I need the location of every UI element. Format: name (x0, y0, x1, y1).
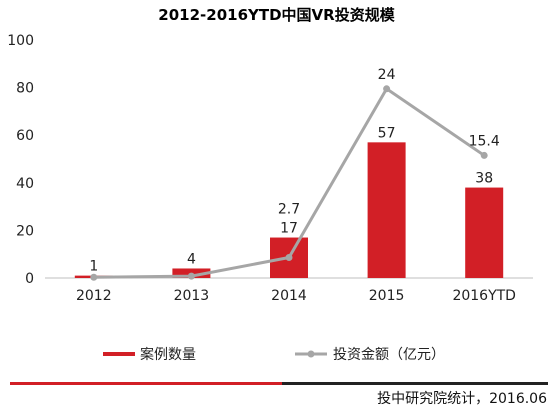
legend-line-marker (307, 350, 315, 358)
x-tick-label: 2014 (271, 288, 307, 304)
line-point (285, 254, 293, 262)
y-tick-label: 80 (16, 81, 34, 97)
bar-data-label: 4 (187, 251, 196, 267)
legend-line-label: 投资金额（亿元） (333, 347, 445, 363)
bar (367, 142, 406, 278)
bar-data-label: 17 (280, 221, 298, 237)
legend: 案例数量 投资金额（亿元） (103, 346, 445, 363)
footer-dark-rule (282, 382, 548, 385)
x-axis-ticks: 2012 2013 2014 2015 2016YTD (76, 288, 516, 304)
y-tick-label: 100 (7, 33, 34, 49)
y-tick-label: 20 (16, 223, 34, 239)
x-tick-label: 2012 (76, 288, 112, 304)
bar-data-label: 1 (89, 259, 98, 275)
legend-bar-label: 案例数量 (140, 346, 196, 363)
line-data-label: 2.7 (278, 202, 300, 218)
x-tick-label: 2013 (174, 288, 210, 304)
source-note: 投中研究院统计，2016.06 (377, 391, 547, 407)
line-point (90, 273, 98, 281)
y-tick-label: 60 (16, 128, 34, 144)
bar-data-label: 57 (378, 125, 396, 141)
line-point (383, 85, 391, 93)
line-data-label: 24 (378, 67, 396, 83)
line-point (480, 151, 488, 159)
bar-data-label: 38 (475, 171, 493, 187)
y-tick-label: 0 (25, 271, 34, 287)
y-axis-ticks: 0 20 40 60 80 100 (7, 33, 34, 287)
bar (465, 187, 504, 278)
line-series: 2.7 24 15.4 (90, 67, 500, 281)
footer-red-rule (10, 382, 282, 385)
line-point (187, 272, 195, 280)
line-data-label: 15.4 (469, 133, 500, 149)
chart-title: 2012-2016YTD中国VR投资规模 (158, 6, 395, 24)
x-tick-label: 2015 (369, 288, 405, 304)
y-tick-label: 40 (16, 176, 34, 192)
x-tick-label: 2016YTD (452, 288, 516, 304)
